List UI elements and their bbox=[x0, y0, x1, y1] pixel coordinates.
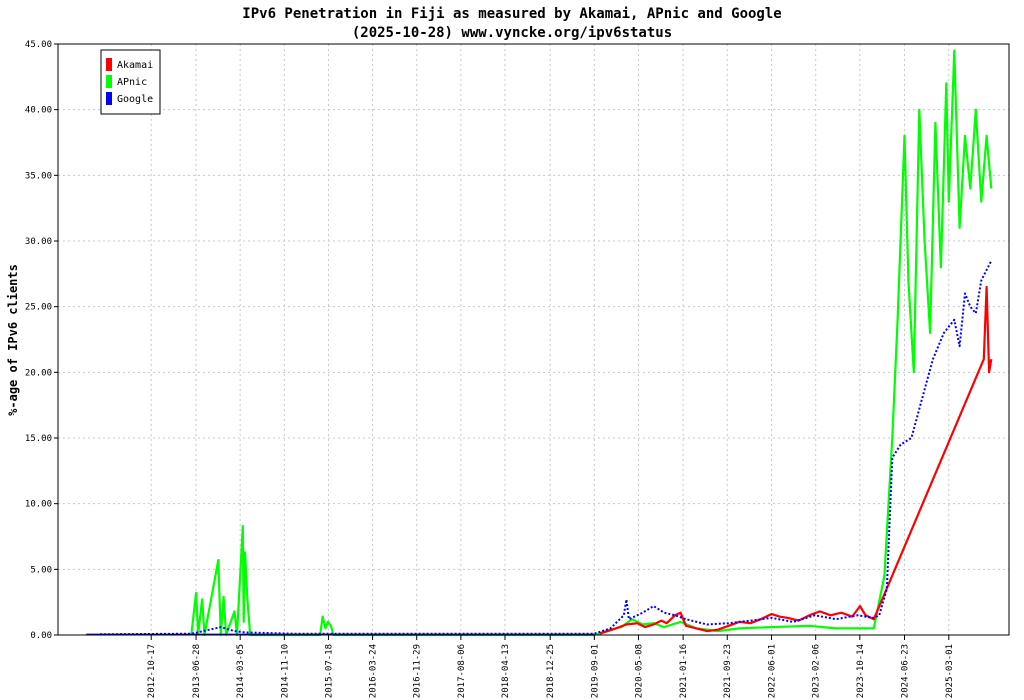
x-tick-label: 2017-08-06 bbox=[457, 644, 467, 698]
y-tick-label: 35.00 bbox=[25, 171, 52, 181]
x-tick-label: 2016-11-29 bbox=[413, 644, 423, 698]
x-tick-label: 2023-02-06 bbox=[812, 644, 822, 698]
legend-swatch-google bbox=[106, 92, 112, 105]
y-tick-label: 40.00 bbox=[25, 106, 52, 116]
y-tick-label: 45.00 bbox=[25, 40, 52, 50]
series-line-google bbox=[99, 260, 993, 636]
x-tick-label: 2014-03-05 bbox=[236, 644, 246, 698]
y-tick-label: 10.00 bbox=[25, 500, 52, 510]
legend-label-apnic: APnic bbox=[117, 77, 147, 88]
y-tick-label: 20.00 bbox=[25, 368, 52, 378]
legend-swatch-akamai bbox=[106, 58, 112, 71]
x-tick-label: 2023-10-14 bbox=[856, 644, 866, 698]
legend-swatch-apnic bbox=[106, 75, 112, 88]
y-tick-label: 30.00 bbox=[25, 237, 52, 247]
series-line-apnic bbox=[190, 49, 993, 637]
x-tick-label: 2022-06-01 bbox=[768, 644, 778, 698]
legend: Akamai APnic Google bbox=[100, 49, 161, 115]
x-tick-label: 2025-03-01 bbox=[945, 644, 955, 698]
y-tick-label: 5.00 bbox=[30, 565, 52, 575]
y-tick-label: 25.00 bbox=[25, 303, 52, 313]
y-tick-label: 0.00 bbox=[30, 631, 52, 641]
x-tick-label: 2016-03-24 bbox=[369, 644, 379, 698]
x-tick-label: 2021-01-16 bbox=[679, 644, 689, 698]
x-tick-label: 2021-09-23 bbox=[723, 644, 733, 698]
x-tick-label: 2014-11-10 bbox=[280, 644, 290, 698]
legend-label-google: Google bbox=[117, 94, 153, 105]
y-tick-label: 15.00 bbox=[25, 434, 52, 444]
x-tick-label: 2012-10-17 bbox=[147, 644, 157, 698]
x-tick-label: 2020-05-08 bbox=[634, 644, 644, 698]
axes: 0.00 5.00 10.00 15.00 20.00 25.00 30.00 35.00 40… bbox=[25, 40, 955, 698]
x-tick-label: 2018-04-13 bbox=[501, 644, 511, 698]
series-layer bbox=[86, 49, 993, 637]
y-axis-label: %-age of IPv6 clients bbox=[6, 264, 20, 416]
legend-label-akamai: Akamai bbox=[117, 60, 153, 71]
series-line-akamai bbox=[599, 285, 993, 635]
plot-frame bbox=[57, 43, 1010, 636]
x-tick-label: 2013-06-28 bbox=[192, 644, 202, 698]
grid bbox=[58, 43, 1009, 636]
x-tick-label: 2015-07-18 bbox=[324, 644, 334, 698]
chart-title: IPv6 Penetration in Fiji as measured by … bbox=[242, 6, 781, 22]
chart-subtitle: (2025-10-28) www.vyncke.org/ipv6status bbox=[352, 25, 672, 41]
x-tick-label: 2024-06-23 bbox=[900, 644, 910, 698]
x-tick-label: 2019-09-01 bbox=[590, 644, 600, 698]
x-tick-label: 2018-12-25 bbox=[546, 644, 556, 698]
